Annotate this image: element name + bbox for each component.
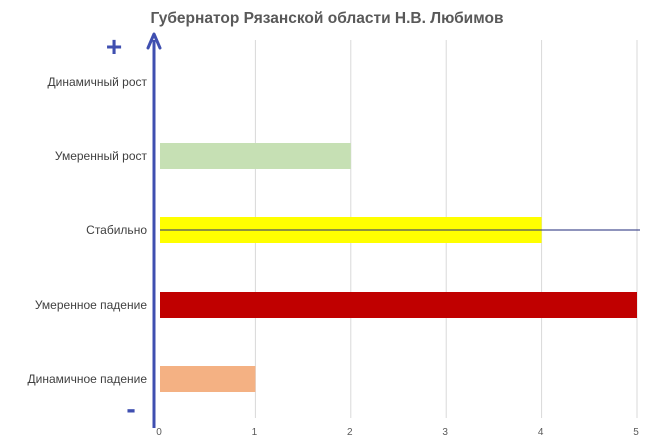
x-tick-label: 0 — [156, 427, 162, 438]
value-axis-arrow — [146, 32, 162, 428]
category-labels: Динамичный рост Умеренный рост Стабильно Ум… — [28, 75, 148, 386]
category-label: Динамичный рост — [48, 75, 148, 89]
x-tick-label: 2 — [347, 427, 353, 438]
category-label: Динамичное падение — [28, 372, 148, 386]
category-label: Стабильно — [86, 223, 147, 237]
bars — [160, 143, 640, 392]
axis-plus-sign: + — [106, 31, 122, 62]
chart-title: Губернатор Рязанской области Н.В. Любимо… — [151, 10, 504, 27]
x-tick-label: 4 — [538, 427, 544, 438]
bar — [160, 292, 637, 318]
category-label: Умеренное падение — [35, 298, 147, 312]
bar — [160, 366, 256, 392]
axis-arrow-head — [146, 32, 162, 50]
category-label: Умеренный рост — [55, 149, 148, 163]
x-tick-label: 5 — [633, 427, 639, 438]
x-tick-label: 3 — [442, 427, 448, 438]
x-tick-label: 1 — [252, 427, 258, 438]
bar — [160, 143, 351, 169]
x-tick-labels: 0 1 2 3 4 5 — [156, 427, 639, 438]
axis-minus-sign: - — [126, 393, 135, 424]
